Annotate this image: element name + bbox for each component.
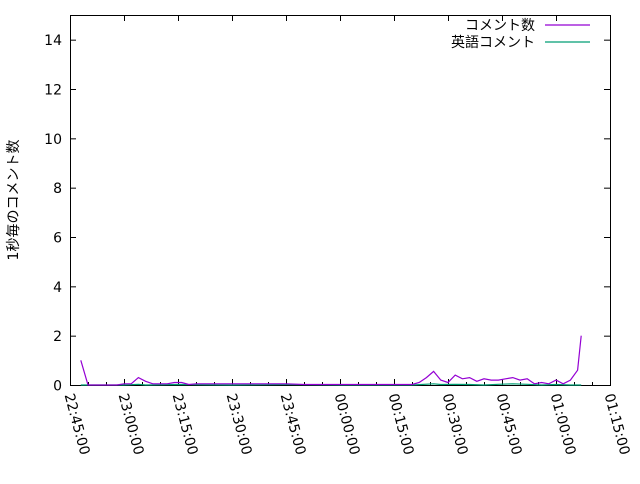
series-line xyxy=(80,335,582,386)
x-tick-label: 23:00:00 xyxy=(115,392,147,457)
legend-label: 英語コメント xyxy=(451,34,535,51)
y-axis-label: 1秒毎のコメント数 xyxy=(6,140,22,261)
series-line xyxy=(80,383,582,386)
y-tick-label: 4 xyxy=(53,280,62,296)
plot-frame xyxy=(70,15,611,386)
y-tick-label: 0 xyxy=(53,379,62,395)
x-tick-label: 23:45:00 xyxy=(277,392,309,457)
x-tick-label: 00:00:00 xyxy=(331,392,363,457)
x-tick-label: 00:45:00 xyxy=(493,392,525,457)
y-tick-label: 8 xyxy=(53,181,62,197)
x-tick-label: 01:15:00 xyxy=(601,392,633,457)
x-tick-label: 23:15:00 xyxy=(169,392,201,457)
x-tick-label: 23:30:00 xyxy=(223,392,255,457)
x-axis: 22:45:00 23:00:00 23:15:00 23:30:00 23:45:00… xyxy=(61,15,633,457)
x-tick-label: 01:00:00 xyxy=(547,392,579,457)
legend-label: コメント数 xyxy=(465,18,535,34)
y-axis: 0 2 4 6 8 10 12 14 xyxy=(44,33,610,395)
y-tick-label: 6 xyxy=(53,231,62,247)
y-tick-label: 14 xyxy=(44,33,62,49)
y-tick-label: 2 xyxy=(53,329,62,345)
x-tick-label: 00:30:00 xyxy=(439,392,471,457)
x-tick-label: 22:45:00 xyxy=(61,392,93,457)
y-tick-label: 10 xyxy=(44,132,62,148)
y-tick-label: 12 xyxy=(44,83,62,99)
x-tick-label: 00:15:00 xyxy=(385,392,417,457)
